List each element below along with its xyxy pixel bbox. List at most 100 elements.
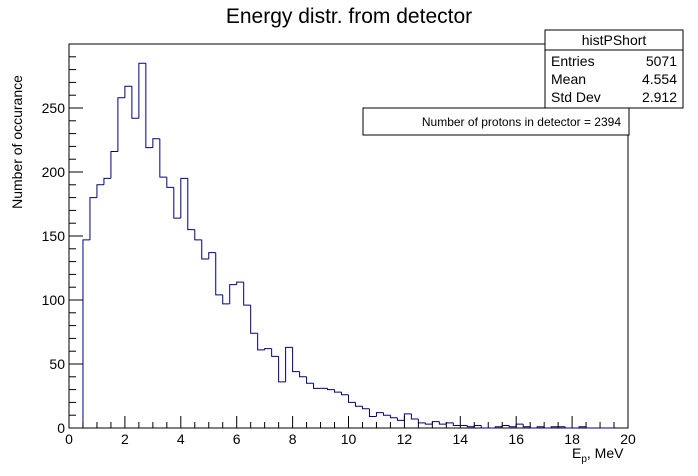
x-axis-label-main: E	[572, 445, 581, 461]
histogram-bin	[452, 422, 461, 426]
histogram-bin	[550, 426, 559, 428]
histogram-bin	[103, 177, 111, 185]
plot-frame	[68, 43, 629, 429]
histogram-bin	[243, 282, 251, 306]
histogram-bin	[271, 348, 279, 357]
histogram-bin	[368, 408, 377, 417]
histogram-bin	[508, 425, 517, 428]
histogram-bin	[543, 426, 552, 429]
histogram-bin	[250, 305, 258, 334]
x-axis-label: Ep, MeV	[572, 445, 624, 465]
y-tick-label: 150	[42, 228, 66, 244]
x-axis-ticks: 0 2 4 6 8 10 12 14 16 18 20	[65, 416, 636, 447]
histogram-bin	[375, 412, 384, 417]
histogram-bin	[564, 426, 573, 429]
histogram-bin	[236, 281, 244, 285]
histogram-bin	[159, 138, 167, 178]
stats-mean-label: Mean	[551, 71, 586, 87]
histogram-bin	[187, 178, 195, 231]
histogram-bin	[201, 239, 209, 260]
histogram-bin	[257, 333, 265, 351]
histogram-bin	[285, 346, 293, 382]
x-tick-label: 14	[453, 431, 469, 447]
histogram-bin	[131, 86, 139, 119]
histogram-bin	[445, 422, 454, 425]
x-tick-label: 2	[121, 431, 129, 447]
x-tick-label: 0	[65, 431, 73, 447]
chart-title: Energy distr. from detector	[226, 5, 472, 28]
histogram-bin	[229, 284, 237, 304]
histogram-bin	[82, 239, 90, 428]
annotation-text: Number of protons in detector = 2394	[422, 115, 621, 129]
x-tick-label: 12	[397, 431, 413, 447]
histogram-bin	[124, 85, 132, 98]
stats-stddev-value: 2.912	[642, 89, 677, 105]
histogram-bin	[473, 424, 482, 427]
histogram-bin	[341, 392, 349, 396]
histogram-bin	[194, 229, 202, 241]
y-tick-label: 250	[42, 100, 66, 116]
histogram-bin	[327, 388, 335, 391]
histogram-bin	[96, 184, 104, 198]
histogram-bin	[382, 412, 391, 416]
histogram-bin	[278, 356, 286, 383]
histogram-bin	[173, 187, 181, 219]
histogram-bin	[334, 389, 342, 393]
histogram-bin	[501, 424, 510, 427]
y-tick-label: 100	[42, 292, 66, 308]
x-tick-label: 20	[620, 431, 636, 447]
histogram-bin	[222, 294, 230, 305]
histogram-bin	[138, 62, 146, 119]
stats-stddev-label: Std Dev	[551, 89, 601, 105]
histogram-bin	[403, 413, 412, 421]
y-tick-label: 200	[42, 164, 66, 180]
histogram-bars	[82, 62, 615, 429]
histogram-bin	[215, 252, 223, 296]
histogram-bin	[424, 422, 433, 425]
histogram-bin	[264, 348, 272, 350]
histogram-bin	[389, 415, 398, 419]
stats-entries-label: Entries	[551, 53, 595, 69]
stats-entries-value: 5071	[646, 53, 677, 69]
stats-box-title: histPShort	[582, 32, 647, 48]
histogram-bin	[306, 376, 314, 384]
stats-box: histPShort Entries 5071 Mean 4.554 Std D…	[544, 29, 684, 109]
histogram-bin	[494, 426, 503, 428]
x-axis-label-subscript: p	[581, 454, 587, 465]
y-axis-label: Number of occurance	[9, 75, 25, 209]
histogram-bin	[396, 417, 405, 421]
x-axis-label-suffix: , MeV	[587, 445, 624, 461]
x-tick-label: 18	[564, 431, 580, 447]
histogram-bin	[180, 177, 188, 219]
histogram-bin	[431, 421, 440, 425]
histogram-bin	[522, 424, 531, 428]
stats-mean-value: 4.554	[642, 71, 677, 87]
histogram-bin	[585, 426, 594, 429]
histogram-bin	[466, 425, 475, 428]
histogram-bin	[166, 177, 174, 188]
histogram-bin	[361, 406, 370, 410]
histogram-bin	[578, 426, 587, 428]
histogram-bin	[410, 413, 419, 420]
x-tick-label: 10	[341, 431, 357, 447]
histogram-bin	[152, 138, 160, 148]
y-axis-ticks: 0 50 100 150 200 250	[42, 43, 83, 436]
histogram-bin	[145, 63, 153, 149]
y-tick-label: 0	[57, 420, 65, 436]
histogram-bin	[110, 151, 118, 179]
annotation-box: Number of protons in detector = 2394	[362, 107, 630, 136]
histogram-bin	[417, 419, 426, 424]
x-tick-label: 6	[233, 431, 241, 447]
histogram-bin	[480, 425, 489, 429]
histogram-bin	[208, 252, 216, 260]
histogram-bin	[89, 197, 97, 240]
histogram-bin	[354, 402, 363, 407]
histogram-bin	[438, 421, 447, 425]
x-tick-label: 4	[177, 431, 185, 447]
histogram-bin	[515, 423, 524, 427]
histogram-bin	[117, 97, 125, 152]
histogram-bin	[313, 383, 321, 389]
x-tick-label: 8	[289, 431, 297, 447]
histogram-bin	[529, 426, 538, 429]
